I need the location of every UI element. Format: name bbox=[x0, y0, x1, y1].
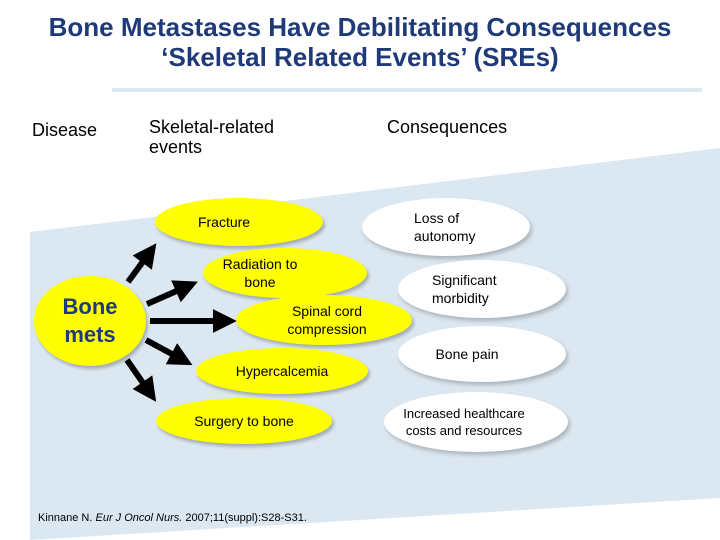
consequence-healthcare-costs: Increased healthcare costs and resources bbox=[384, 392, 568, 452]
event-spinal-cord-label: Spinal cord compression bbox=[287, 303, 367, 337]
consequence-significant-morbidity-label: Significant morbidity bbox=[432, 272, 497, 306]
arrow-to-hypercalcemia bbox=[144, 337, 193, 366]
consequence-bone-pain: Bone pain bbox=[398, 326, 566, 382]
event-hypercalcemia: Hypercalcemia bbox=[196, 348, 368, 394]
arrow-to-fracture bbox=[125, 243, 157, 284]
title-line-2: ‘Skeletal Related Events’ (SREs) bbox=[161, 42, 559, 72]
title-line-1: Bone Metastases Have Debilitating Conseq… bbox=[48, 12, 672, 42]
consequence-loss-of-autonomy-label: Loss of autonomy bbox=[414, 210, 476, 244]
citation: Kinnane N. Eur J Oncol Nurs. 2007;11(sup… bbox=[38, 512, 307, 524]
column-header-sre-line-2: events bbox=[149, 137, 203, 157]
column-header-disease: Disease bbox=[32, 120, 98, 140]
arrow-to-radiation bbox=[145, 280, 198, 307]
event-hypercalcemia-label: Hypercalcemia bbox=[235, 363, 329, 379]
bone-mets-ellipse: Bone mets bbox=[34, 276, 146, 366]
column-header-sre: Skeletal-related events bbox=[149, 117, 274, 157]
consequence-significant-morbidity: Significant morbidity bbox=[398, 260, 566, 318]
event-surgery: Surgery to bone bbox=[156, 398, 332, 444]
column-header-consequences: Consequences bbox=[387, 117, 508, 137]
event-surgery-label: Surgery to bone bbox=[194, 413, 294, 429]
consequence-bone-pain-label: Bone pain bbox=[435, 346, 499, 362]
event-fracture-label: Fracture bbox=[197, 214, 251, 230]
citation-details: 2007;11(suppl):S28-S31. bbox=[185, 512, 307, 524]
citation-author: Kinnane N. bbox=[38, 512, 93, 524]
event-fracture: Fracture bbox=[155, 198, 323, 246]
column-header-sre-line-1: Skeletal-related bbox=[149, 117, 275, 137]
consequence-loss-of-autonomy: Loss of autonomy bbox=[362, 198, 530, 256]
event-radiation-label: Radiation to bone bbox=[222, 256, 298, 290]
event-radiation: Radiation to bone bbox=[203, 248, 367, 298]
citation-journal: Eur J Oncol Nurs. bbox=[95, 512, 183, 524]
page-title: Bone Metastases Have Debilitating Conseq… bbox=[0, 12, 720, 72]
arrow-to-surgery bbox=[124, 358, 157, 402]
consequence-healthcare-costs-label: Increased healthcare costs and resources bbox=[403, 406, 525, 438]
event-spinal-cord: Spinal cord compression bbox=[236, 295, 412, 345]
title-divider bbox=[112, 88, 702, 92]
